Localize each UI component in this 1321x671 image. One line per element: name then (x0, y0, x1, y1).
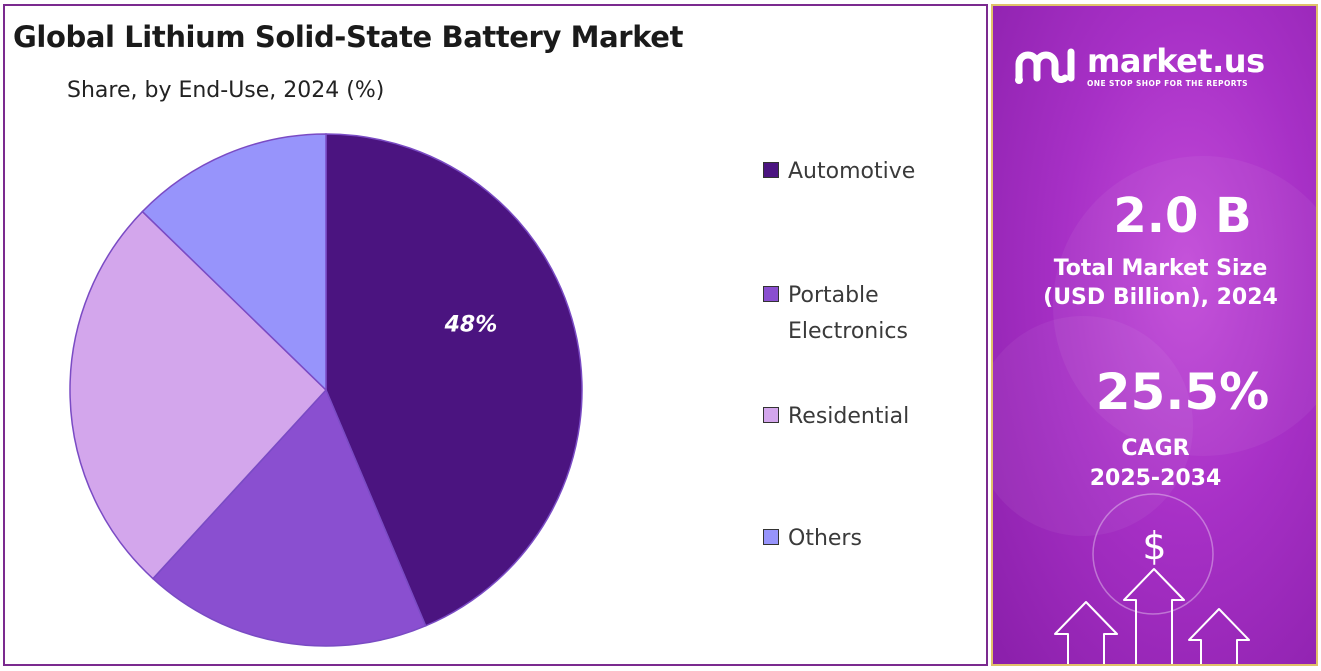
cagr-label-line1: CAGR (1121, 436, 1190, 461)
pie-slice-residential (69, 210, 328, 580)
market-us-logo-icon (1015, 48, 1075, 84)
legend-item-portable-electronics: Portable Electronics (763, 278, 948, 350)
pie-chart: 48% (69, 133, 583, 647)
brand-name: market.us (1087, 41, 1265, 80)
legend-item-automotive: Automotive (763, 154, 948, 190)
market-us-logo: market.us ONE STOP SHOP FOR THE REPORTS (1013, 44, 1265, 88)
legend-label: Others (788, 526, 862, 551)
chart-panel: Global Lithium Solid-State Battery Marke… (3, 4, 988, 666)
legend-swatch (763, 407, 779, 423)
pie-data-label: 48% (444, 312, 498, 337)
market-size-value: 2.0 B (1113, 188, 1252, 244)
cagr-label-line2: 2025-2034 (1089, 466, 1222, 491)
legend-item-residential: Residential (763, 399, 948, 435)
background-decoration (993, 156, 1316, 664)
chart-title: Global Lithium Solid-State Battery Marke… (13, 20, 684, 54)
info-panel: $ market.us ONE STOP SHOP FOR THE REPORT… (991, 4, 1318, 666)
legend-swatch (763, 286, 779, 302)
legend-label: Portable Electronics (788, 283, 908, 344)
market-size-label-line1: Total Market Size (1053, 256, 1268, 281)
pie-data-labels: 48% (444, 312, 498, 337)
pie-slice-others (141, 133, 327, 392)
cagr-value: 25.5% (1095, 363, 1270, 421)
legend-item-others: Others (763, 521, 948, 557)
pie-slice-automotive (325, 133, 583, 627)
market-size-label-line2: (USD Billion), 2024 (1043, 285, 1278, 310)
legend-label: Automotive (788, 159, 916, 184)
up-arrows-icon (1054, 568, 1250, 664)
pie-slice-portable-electronics (151, 388, 427, 647)
cagr-label: CAGR 2025-2034 (994, 434, 1316, 494)
pie-slices (69, 133, 583, 647)
brand-tagline: ONE STOP SHOP FOR THE REPORTS (1087, 78, 1248, 88)
legend-swatch (763, 162, 779, 178)
legend-label: Residential (788, 404, 910, 429)
dollar-sign: $ (1142, 524, 1167, 568)
market-size-label: Total Market Size (USD Billion), 2024 (999, 254, 1316, 312)
legend-swatch (763, 529, 779, 545)
chart-subtitle: Share, by End-Use, 2024 (%) (67, 78, 385, 103)
